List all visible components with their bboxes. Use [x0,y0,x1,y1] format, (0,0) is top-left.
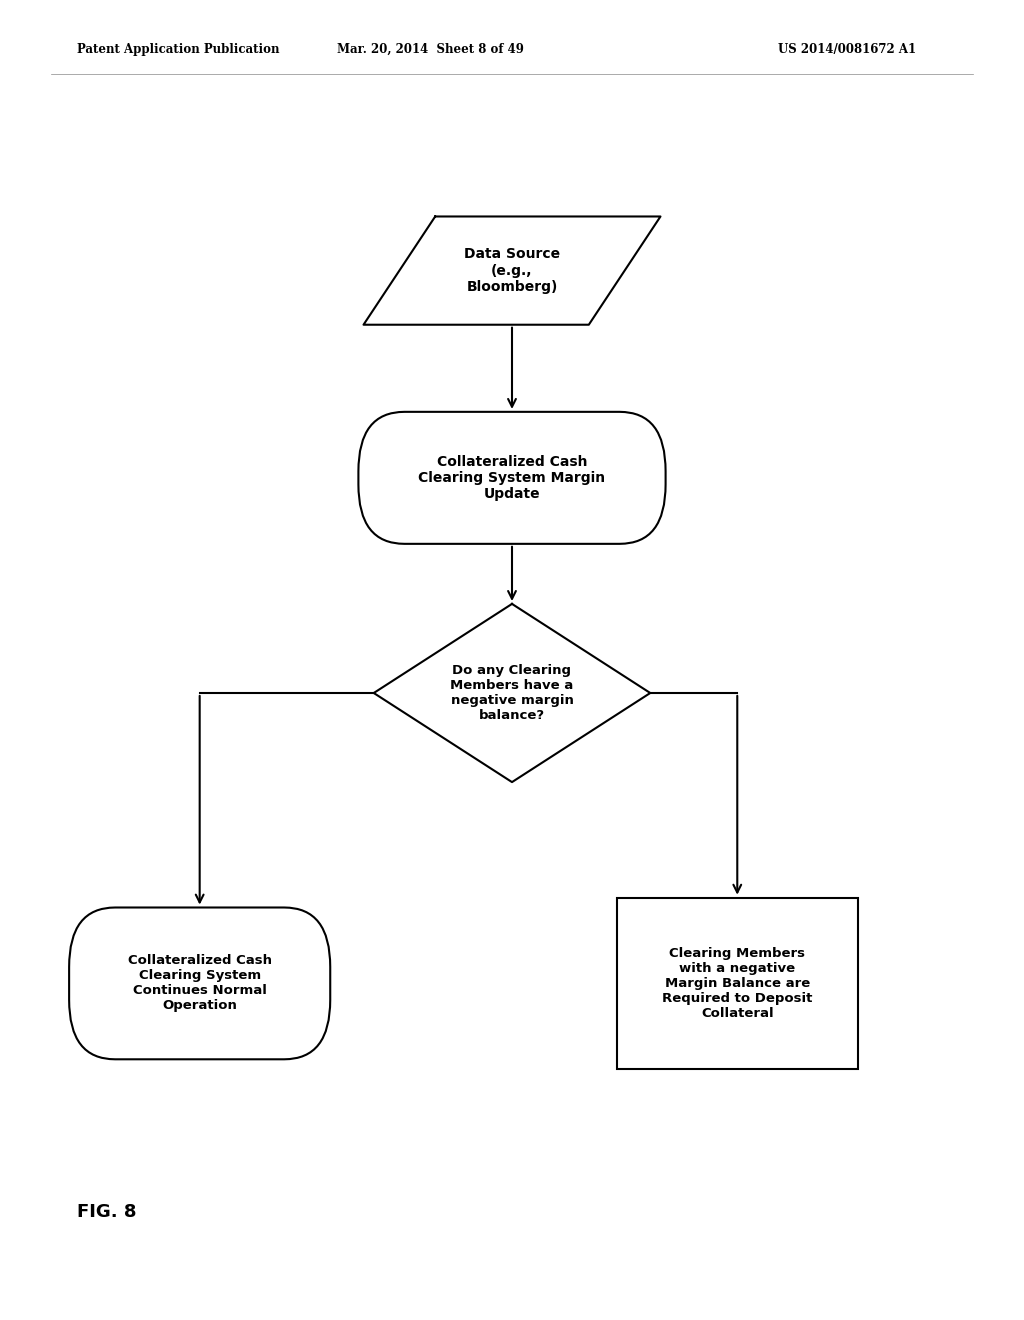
Text: Collateralized Cash
Clearing System Margin
Update: Collateralized Cash Clearing System Marg… [419,454,605,502]
Text: Collateralized Cash
Clearing System
Continues Normal
Operation: Collateralized Cash Clearing System Cont… [128,954,271,1012]
Text: Clearing Members
with a negative
Margin Balance are
Required to Deposit
Collater: Clearing Members with a negative Margin … [663,946,812,1020]
FancyBboxPatch shape [70,908,330,1059]
Bar [616,898,858,1069]
FancyBboxPatch shape [358,412,666,544]
Text: Mar. 20, 2014  Sheet 8 of 49: Mar. 20, 2014 Sheet 8 of 49 [337,44,523,55]
Text: FIG. 8: FIG. 8 [77,1203,136,1221]
Text: Data Source
(e.g.,
Bloomberg): Data Source (e.g., Bloomberg) [464,247,560,294]
Text: Do any Clearing
Members have a
negative margin
balance?: Do any Clearing Members have a negative … [451,664,573,722]
Text: Patent Application Publication: Patent Application Publication [77,44,280,55]
Polygon shape [374,605,650,781]
Text: US 2014/0081672 A1: US 2014/0081672 A1 [778,44,916,55]
Polygon shape [364,216,660,325]
